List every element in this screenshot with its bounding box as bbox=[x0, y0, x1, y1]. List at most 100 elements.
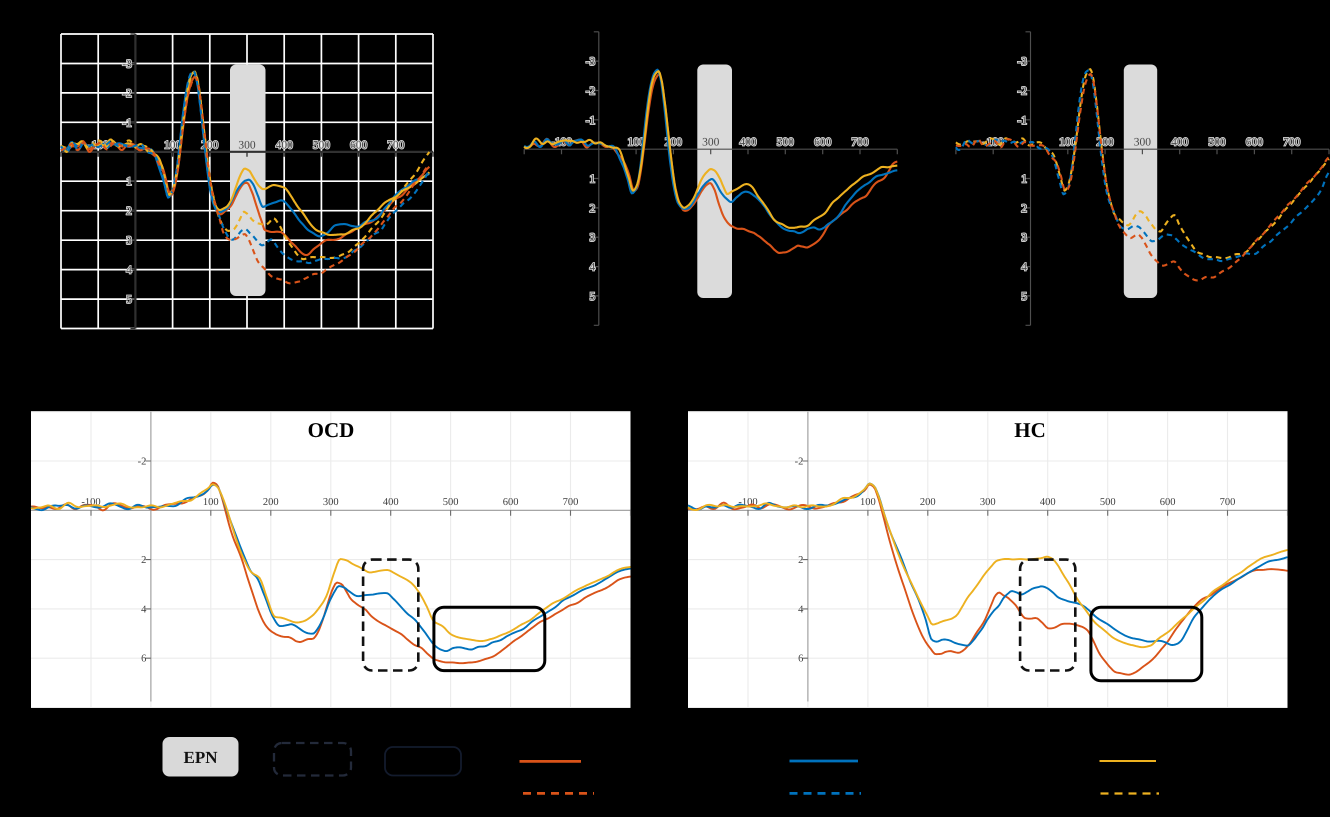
svg-text:1: 1 bbox=[1021, 174, 1027, 186]
svg-text:100: 100 bbox=[203, 497, 219, 508]
svg-text:-3: -3 bbox=[1017, 56, 1027, 68]
svg-text:400: 400 bbox=[739, 137, 757, 149]
svg-text:-1: -1 bbox=[1017, 115, 1027, 127]
svg-text:-1: -1 bbox=[122, 117, 132, 129]
svg-text:-2: -2 bbox=[586, 86, 596, 98]
svg-text:500: 500 bbox=[777, 137, 795, 149]
svg-text:500: 500 bbox=[443, 497, 459, 508]
svg-text:2: 2 bbox=[1021, 203, 1027, 215]
svg-text:400: 400 bbox=[276, 139, 294, 151]
svg-text:5: 5 bbox=[126, 294, 132, 306]
svg-text:700: 700 bbox=[851, 137, 869, 149]
svg-text:3: 3 bbox=[126, 235, 132, 247]
svg-text:400: 400 bbox=[276, 139, 294, 151]
svg-text:5: 5 bbox=[590, 291, 596, 303]
svg-text:100: 100 bbox=[627, 137, 645, 149]
svg-text:300: 300 bbox=[1134, 137, 1152, 149]
svg-text:-1: -1 bbox=[586, 115, 596, 127]
svg-text:-3: -3 bbox=[122, 59, 132, 71]
svg-text:3: 3 bbox=[1021, 232, 1027, 244]
svg-text:-1: -1 bbox=[586, 115, 596, 127]
svg-text:600: 600 bbox=[350, 139, 368, 151]
svg-text:100: 100 bbox=[860, 497, 876, 508]
svg-text:2: 2 bbox=[1021, 203, 1027, 215]
svg-text:-3: -3 bbox=[586, 56, 596, 68]
svg-text:5: 5 bbox=[1021, 291, 1027, 303]
svg-text:600: 600 bbox=[1246, 137, 1264, 149]
svg-text:-1: -1 bbox=[1017, 115, 1027, 127]
svg-text:3: 3 bbox=[126, 235, 132, 247]
svg-text:500: 500 bbox=[1208, 137, 1226, 149]
svg-text:400: 400 bbox=[1171, 137, 1189, 149]
svg-text:-2: -2 bbox=[122, 88, 132, 100]
svg-text:200: 200 bbox=[263, 497, 279, 508]
svg-text:3: 3 bbox=[590, 232, 596, 244]
svg-text:400: 400 bbox=[739, 137, 757, 149]
svg-text:2: 2 bbox=[590, 203, 596, 215]
svg-text:OCD: OCD bbox=[308, 418, 355, 442]
svg-text:300: 300 bbox=[702, 137, 720, 149]
svg-text:600: 600 bbox=[503, 497, 519, 508]
svg-text:4: 4 bbox=[1021, 262, 1027, 274]
svg-text:3: 3 bbox=[590, 232, 596, 244]
svg-text:700: 700 bbox=[1220, 497, 1236, 508]
svg-text:100: 100 bbox=[627, 137, 645, 149]
svg-text:600: 600 bbox=[350, 139, 368, 151]
svg-text:EPN: EPN bbox=[184, 748, 219, 767]
svg-text:6: 6 bbox=[798, 654, 803, 665]
svg-text:700: 700 bbox=[387, 139, 405, 151]
svg-text:2: 2 bbox=[126, 206, 132, 218]
svg-text:4: 4 bbox=[1021, 262, 1027, 274]
svg-text:200: 200 bbox=[920, 497, 936, 508]
svg-text:6: 6 bbox=[141, 654, 146, 665]
svg-text:600: 600 bbox=[814, 137, 832, 149]
svg-text:HC: HC bbox=[1014, 418, 1046, 442]
svg-text:100: 100 bbox=[164, 139, 182, 151]
svg-text:100: 100 bbox=[164, 139, 182, 151]
svg-text:-2: -2 bbox=[138, 457, 147, 468]
svg-text:400: 400 bbox=[1171, 137, 1189, 149]
svg-text:4: 4 bbox=[141, 604, 147, 615]
svg-text:700: 700 bbox=[851, 137, 869, 149]
svg-text:4: 4 bbox=[590, 262, 596, 274]
svg-text:500: 500 bbox=[313, 139, 331, 151]
svg-text:500: 500 bbox=[313, 139, 331, 151]
svg-text:500: 500 bbox=[1100, 497, 1116, 508]
svg-text:4: 4 bbox=[590, 262, 596, 274]
svg-text:3: 3 bbox=[1021, 232, 1027, 244]
svg-text:-100: -100 bbox=[81, 497, 100, 508]
svg-text:1: 1 bbox=[1021, 174, 1027, 186]
svg-text:4: 4 bbox=[798, 604, 804, 615]
svg-text:300: 300 bbox=[323, 497, 339, 508]
svg-text:4: 4 bbox=[126, 265, 132, 277]
svg-text:700: 700 bbox=[563, 497, 579, 508]
svg-text:5: 5 bbox=[126, 294, 132, 306]
svg-text:300: 300 bbox=[238, 139, 256, 151]
svg-text:300: 300 bbox=[1134, 137, 1152, 149]
svg-text:-3: -3 bbox=[122, 59, 132, 71]
svg-text:1: 1 bbox=[590, 174, 596, 186]
svg-text:-100: -100 bbox=[738, 497, 757, 508]
svg-text:5: 5 bbox=[590, 291, 596, 303]
svg-text:-1: -1 bbox=[122, 117, 132, 129]
svg-text:500: 500 bbox=[777, 137, 795, 149]
svg-text:700: 700 bbox=[387, 139, 405, 151]
svg-text:-2: -2 bbox=[1017, 86, 1027, 98]
svg-text:700: 700 bbox=[1283, 137, 1301, 149]
svg-text:300: 300 bbox=[702, 137, 720, 149]
svg-text:5: 5 bbox=[1021, 291, 1027, 303]
svg-text:300: 300 bbox=[980, 497, 996, 508]
svg-text:1: 1 bbox=[126, 176, 132, 188]
svg-text:600: 600 bbox=[1246, 137, 1264, 149]
svg-text:1: 1 bbox=[126, 176, 132, 188]
svg-text:2: 2 bbox=[590, 203, 596, 215]
svg-text:1: 1 bbox=[590, 174, 596, 186]
svg-text:-2: -2 bbox=[795, 457, 804, 468]
svg-text:600: 600 bbox=[814, 137, 832, 149]
svg-text:400: 400 bbox=[383, 497, 399, 508]
svg-text:-3: -3 bbox=[1017, 56, 1027, 68]
svg-text:-2: -2 bbox=[586, 86, 596, 98]
svg-text:-3: -3 bbox=[586, 56, 596, 68]
svg-text:-2: -2 bbox=[122, 88, 132, 100]
svg-text:-2: -2 bbox=[1017, 86, 1027, 98]
